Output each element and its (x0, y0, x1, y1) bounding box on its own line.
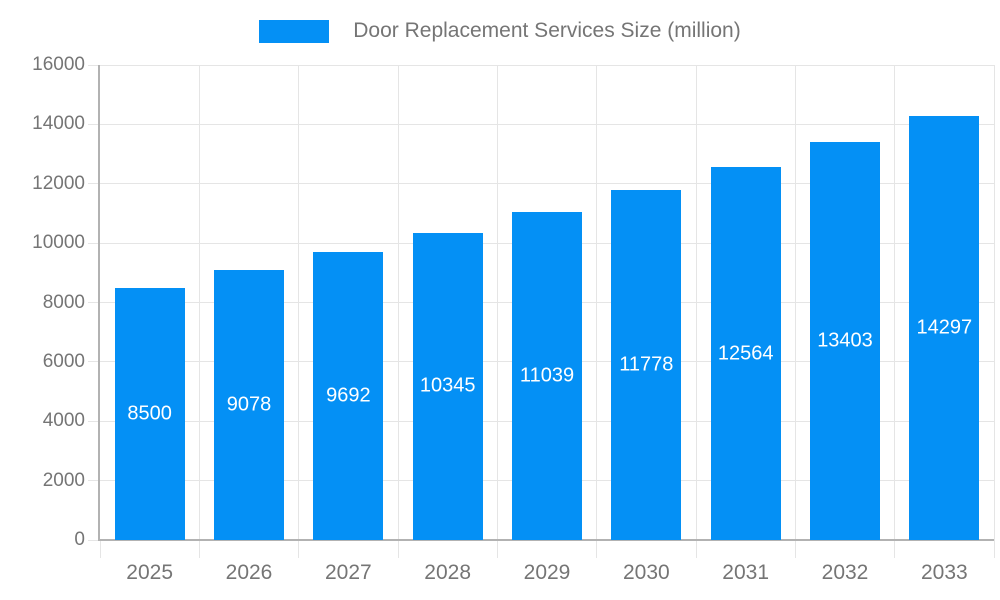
x-tick-label: 2027 (324, 561, 372, 584)
y-tick-label: 2000 (42, 469, 85, 491)
y-axis-tick (88, 183, 100, 185)
bar-2030[interactable] (611, 190, 682, 540)
bar-2031[interactable] (710, 167, 781, 540)
bar-2029[interactable] (512, 212, 582, 540)
bar-value-label: 12564 (717, 342, 774, 364)
y-axis-tick (88, 361, 100, 363)
bar-2032[interactable] (810, 142, 880, 540)
x-axis-tick (496, 540, 498, 558)
legend-label: Door Replacement Services Size (million) (353, 19, 741, 42)
x-tick-label: 2032 (821, 561, 869, 584)
x-tick-label: 2026 (225, 561, 273, 584)
gridline-vertical (894, 65, 896, 540)
x-tick-label: 2030 (622, 561, 670, 584)
bar-value-label: 11039 (519, 364, 575, 387)
x-tick-label: 2028 (424, 561, 472, 584)
bar-value-label: 9692 (326, 384, 371, 407)
gridline-vertical (794, 65, 796, 540)
y-tick-label: 6000 (42, 350, 85, 372)
y-axis-line (98, 65, 100, 540)
y-tick-label: 4000 (42, 410, 85, 432)
bar-2026[interactable] (214, 270, 284, 540)
bar-value-label: 14297 (916, 316, 973, 339)
x-axis-tick (99, 540, 101, 558)
y-axis-tick (88, 123, 100, 125)
gridline-horizontal (100, 183, 994, 185)
bar-value-label: 8500 (127, 402, 172, 425)
y-tick-label: 10000 (32, 232, 85, 254)
y-axis-tick (88, 480, 100, 482)
x-axis-tick (794, 540, 796, 558)
x-axis-tick (596, 540, 598, 558)
x-tick-label: 2025 (126, 561, 174, 584)
gridline-vertical (596, 65, 598, 540)
gridline-vertical (993, 65, 995, 540)
bar-2033[interactable] (909, 115, 980, 540)
x-axis-tick (894, 540, 896, 558)
y-axis-tick (88, 302, 100, 303)
gridline-vertical (298, 65, 300, 540)
y-axis-tick (88, 64, 100, 66)
x-tick-label: 2029 (523, 561, 571, 584)
bar-2028[interactable] (412, 232, 483, 540)
x-tick-label: 2033 (920, 561, 968, 584)
bar-2027[interactable] (313, 252, 384, 540)
x-axis-line (98, 539, 994, 541)
bar-value-label: 11778 (619, 353, 674, 376)
x-axis-tick (993, 540, 995, 558)
y-axis-tick (88, 420, 100, 422)
gridline-vertical (695, 65, 697, 540)
gridline-horizontal (100, 123, 994, 125)
legend-swatch (259, 19, 330, 43)
y-tick-label: 14000 (32, 113, 85, 135)
y-tick-label: 12000 (32, 172, 85, 194)
x-axis-tick (695, 540, 697, 558)
gridline-vertical (397, 65, 399, 540)
y-tick-label: 16000 (32, 54, 85, 75)
bar-value-label: 10345 (419, 374, 476, 397)
x-axis-tick (397, 540, 399, 558)
x-axis-tick (298, 540, 300, 558)
y-tick-label: 8000 (42, 291, 85, 313)
gridline-horizontal (100, 64, 994, 66)
legend[interactable]: Door Replacement Services Size (million) (0, 19, 1000, 43)
y-tick-label: 0 (74, 529, 85, 550)
bar-2025[interactable] (114, 287, 185, 540)
gridline-vertical (198, 65, 200, 540)
bar-value-label: 9078 (226, 393, 272, 416)
x-tick-label: 2031 (722, 561, 770, 584)
bar-value-label: 13403 (817, 329, 873, 352)
x-axis-tick (198, 540, 200, 558)
gridline-vertical (496, 65, 498, 540)
y-axis-tick (88, 242, 100, 244)
y-axis-tick (88, 539, 100, 541)
